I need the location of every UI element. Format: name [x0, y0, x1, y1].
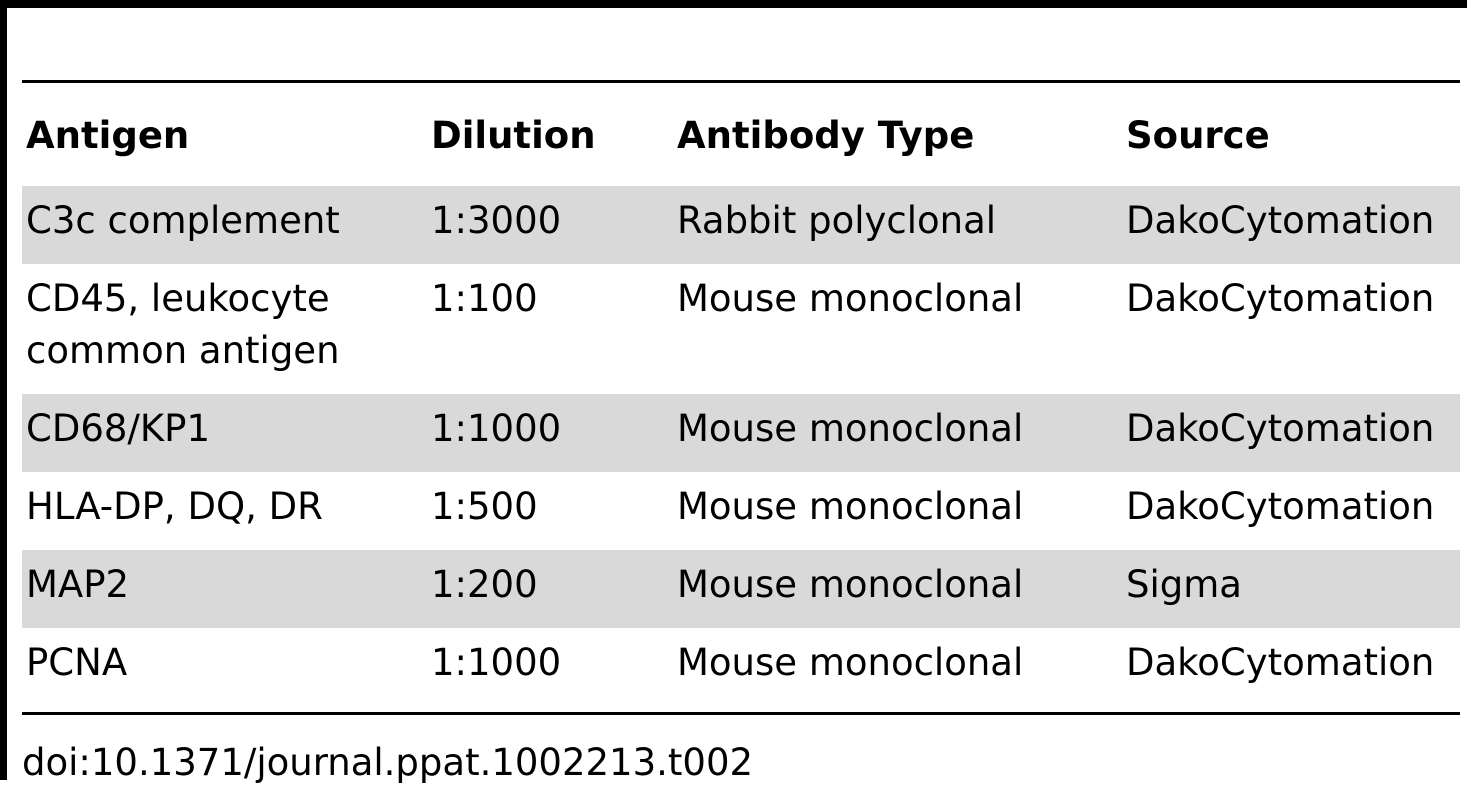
doi-text: doi:10.1371/journal.ppat.1002213.t002 — [22, 741, 754, 784]
cell-source: DakoCytomation — [1126, 277, 1435, 320]
table-row: PCNA 1:1000 Mouse monoclonal DakoCytomat… — [22, 628, 1460, 706]
header-antibody-type: Antibody Type — [677, 114, 975, 157]
table-bottom-rule — [22, 712, 1460, 715]
cell-antibody-type: Rabbit polyclonal — [677, 199, 997, 242]
table-row: CD45, leukocyte common antigen 1:100 Mou… — [22, 264, 1460, 394]
table-row: MAP2 1:200 Mouse monoclonal Sigma — [22, 550, 1460, 628]
header-source: Source — [1126, 114, 1270, 157]
table-row: HLA-DP, DQ, DR 1:500 Mouse monoclonal Da… — [22, 472, 1460, 550]
antibody-table: Antigen Dilution Antibody Type Source C3… — [22, 83, 1460, 706]
cell-dilution: 1:1000 — [431, 641, 562, 684]
table-row: C3c complement 1:3000 Rabbit polyclonal … — [22, 186, 1460, 264]
cell-antigen: C3c complement — [26, 199, 340, 242]
cell-antibody-type: Mouse monoclonal — [677, 277, 1024, 320]
cell-antigen: CD45, leukocyte common antigen — [26, 277, 340, 372]
left-border — [0, 0, 7, 780]
cell-dilution: 1:1000 — [431, 407, 562, 450]
cell-source: DakoCytomation — [1126, 485, 1435, 528]
cell-antigen: MAP2 — [26, 563, 130, 606]
cell-antibody-type: Mouse monoclonal — [677, 485, 1024, 528]
cell-antibody-type: Mouse monoclonal — [677, 407, 1024, 450]
cell-source: DakoCytomation — [1126, 407, 1435, 450]
cell-source: DakoCytomation — [1126, 199, 1435, 242]
header-antigen: Antigen — [26, 114, 190, 157]
cell-source: Sigma — [1126, 563, 1242, 606]
cell-source: DakoCytomation — [1126, 641, 1435, 684]
cell-dilution: 1:200 — [431, 563, 538, 606]
cell-antibody-type: Mouse monoclonal — [677, 641, 1024, 684]
table-top-rule — [22, 80, 1460, 83]
cell-antigen: CD68/KP1 — [26, 407, 210, 450]
cell-dilution: 1:3000 — [431, 199, 562, 242]
cell-dilution: 1:100 — [431, 277, 538, 320]
header-dilution: Dilution — [431, 114, 596, 157]
cell-antibody-type: Mouse monoclonal — [677, 563, 1024, 606]
table-header-row: Antigen Dilution Antibody Type Source — [22, 83, 1460, 186]
cell-antigen: PCNA — [26, 641, 128, 684]
table-body: C3c complement 1:3000 Rabbit polyclonal … — [22, 186, 1460, 706]
table-row: CD68/KP1 1:1000 Mouse monoclonal DakoCyt… — [22, 394, 1460, 472]
top-border — [0, 0, 1467, 8]
cell-antigen: HLA-DP, DQ, DR — [26, 485, 323, 528]
cell-dilution: 1:500 — [431, 485, 538, 528]
